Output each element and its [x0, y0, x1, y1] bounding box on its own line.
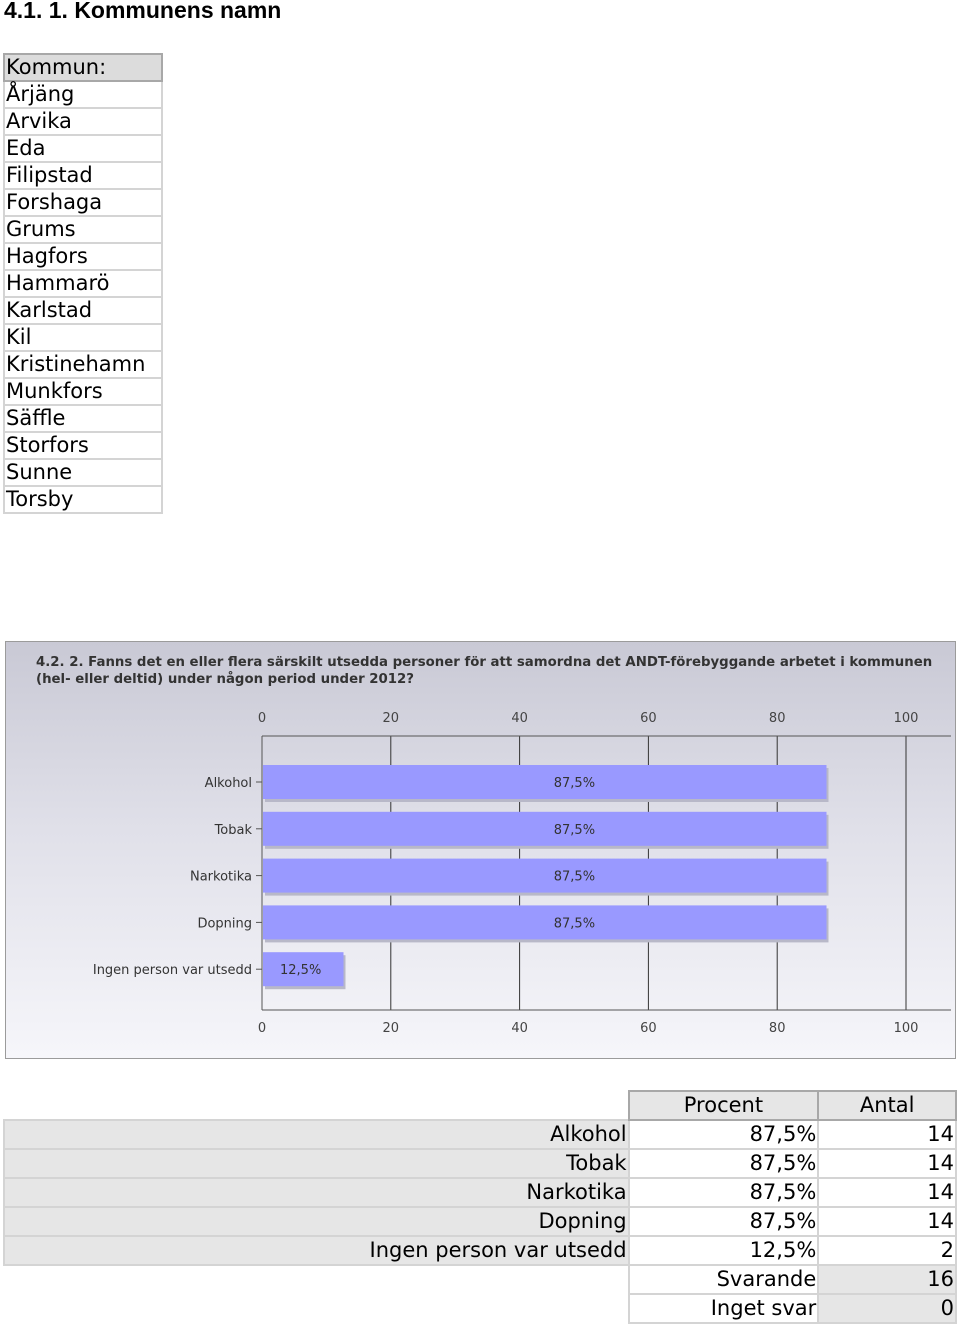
kommun-row: Karlstad [3, 296, 163, 325]
kommun-row: Eda [3, 134, 163, 163]
tick-label-bottom: 100 [894, 1021, 919, 1036]
row-label: Tobak [3, 1148, 630, 1179]
kommun-row: Arvika [3, 107, 163, 136]
kommun-table: Kommun: Årjäng Arvika Eda Filipstad Fors… [3, 53, 163, 514]
chart-plot: 0 0 20 20 40 40 60 60 80 80 100 100 Alkohol 87,5% Toba… [93, 711, 951, 1036]
results-header-procent: Procent [627, 1090, 820, 1121]
tick-label-top: 40 [511, 711, 528, 726]
table-row: Alkohol 87,5% 14 [3, 1119, 957, 1150]
kommun-row: Filipstad [3, 161, 163, 190]
row-procent: 87,5% [627, 1148, 820, 1179]
kommun-row: Torsby [3, 485, 163, 514]
kommun-row: Munkfors [3, 377, 163, 406]
row-label: Narkotika [3, 1177, 630, 1208]
category-label: Tobak [214, 823, 253, 838]
table-row: Tobak 87,5% 14 [3, 1148, 957, 1179]
bar [263, 858, 827, 893]
row-procent: 12,5% [627, 1235, 820, 1266]
row-antal: 2 [817, 1235, 957, 1266]
kommun-row: Forshaga [3, 188, 163, 217]
table-row: Narkotika 87,5% 14 [3, 1177, 957, 1208]
row-antal: 14 [817, 1119, 957, 1150]
category-label: Ingen person var utsedd [93, 963, 252, 978]
bar-chart: 0 0 20 20 40 40 60 60 80 80 100 100 Alkohol 87,5% Toba… [5, 641, 956, 1059]
bar-value-label: 12,5% [280, 963, 321, 978]
summary-row: Inget svar 0 [4, 1293, 957, 1324]
tick-label-top: 20 [383, 711, 400, 726]
bar-value-label: 87,5% [554, 870, 595, 885]
kommun-row: Grums [3, 215, 163, 244]
bar [263, 811, 827, 846]
tick-label-bottom: 40 [511, 1021, 528, 1036]
chart-title: 4.2. 2. Fanns det en eller flera särskil… [36, 655, 933, 687]
bar [263, 765, 827, 799]
row-procent: 87,5% [627, 1206, 820, 1237]
bar [263, 905, 827, 940]
tick-label-top: 80 [769, 711, 786, 726]
row-antal: 14 [817, 1177, 957, 1208]
results-header-antal: Antal [817, 1090, 957, 1121]
kommun-row: Årjäng [3, 80, 163, 109]
tick-label-top: 0 [258, 711, 266, 726]
summary-value: 0 [817, 1293, 957, 1324]
summary-blank [4, 1265, 629, 1294]
summary-value: 16 [817, 1264, 957, 1295]
kommun-row: Hammarö [3, 269, 163, 298]
kommun-row: Kil [3, 323, 163, 352]
results-table: Procent Antal Alkohol 87,5% 14 Tobak 87,… [3, 1090, 957, 1324]
kommun-header: Kommun: [3, 53, 163, 82]
category-label: Alkohol [205, 776, 252, 791]
kommun-row: Säffle [3, 404, 163, 433]
row-label: Ingen person var utsedd [3, 1235, 630, 1266]
bar-value-label: 87,5% [554, 916, 595, 931]
results-header-blank [4, 1091, 629, 1120]
bar [263, 952, 344, 987]
kommun-row: Storfors [3, 431, 163, 460]
section-title: 4.1. 1. Kommunens namn [4, 0, 282, 23]
tick-label-bottom: 60 [640, 1021, 657, 1036]
kommun-row: Kristinehamn [3, 350, 163, 379]
summary-label: Svarande [627, 1264, 820, 1295]
tick-label-top: 100 [894, 711, 919, 726]
summary-row: Svarande 16 [4, 1264, 957, 1295]
row-label: Alkohol [3, 1119, 630, 1150]
row-antal: 14 [817, 1206, 957, 1237]
kommun-row: Hagfors [3, 242, 163, 271]
tick-label-top: 60 [640, 711, 657, 726]
kommun-row: Sunne [3, 458, 163, 487]
summary-label: Inget svar [627, 1293, 820, 1324]
bar-value-label: 87,5% [554, 776, 595, 791]
tick-label-bottom: 0 [258, 1021, 266, 1036]
row-procent: 87,5% [627, 1119, 820, 1150]
bar-value-label: 87,5% [554, 823, 595, 838]
tick-label-bottom: 20 [383, 1021, 400, 1036]
table-row: Ingen person var utsedd 12,5% 2 [3, 1235, 957, 1266]
category-label: Dopning [197, 916, 252, 931]
summary-blank [4, 1294, 629, 1323]
tick-label-bottom: 80 [769, 1021, 786, 1036]
table-row: Dopning 87,5% 14 [3, 1206, 957, 1237]
category-label: Narkotika [190, 870, 252, 885]
row-label: Dopning [3, 1206, 630, 1237]
row-procent: 87,5% [627, 1177, 820, 1208]
row-antal: 14 [817, 1148, 957, 1179]
